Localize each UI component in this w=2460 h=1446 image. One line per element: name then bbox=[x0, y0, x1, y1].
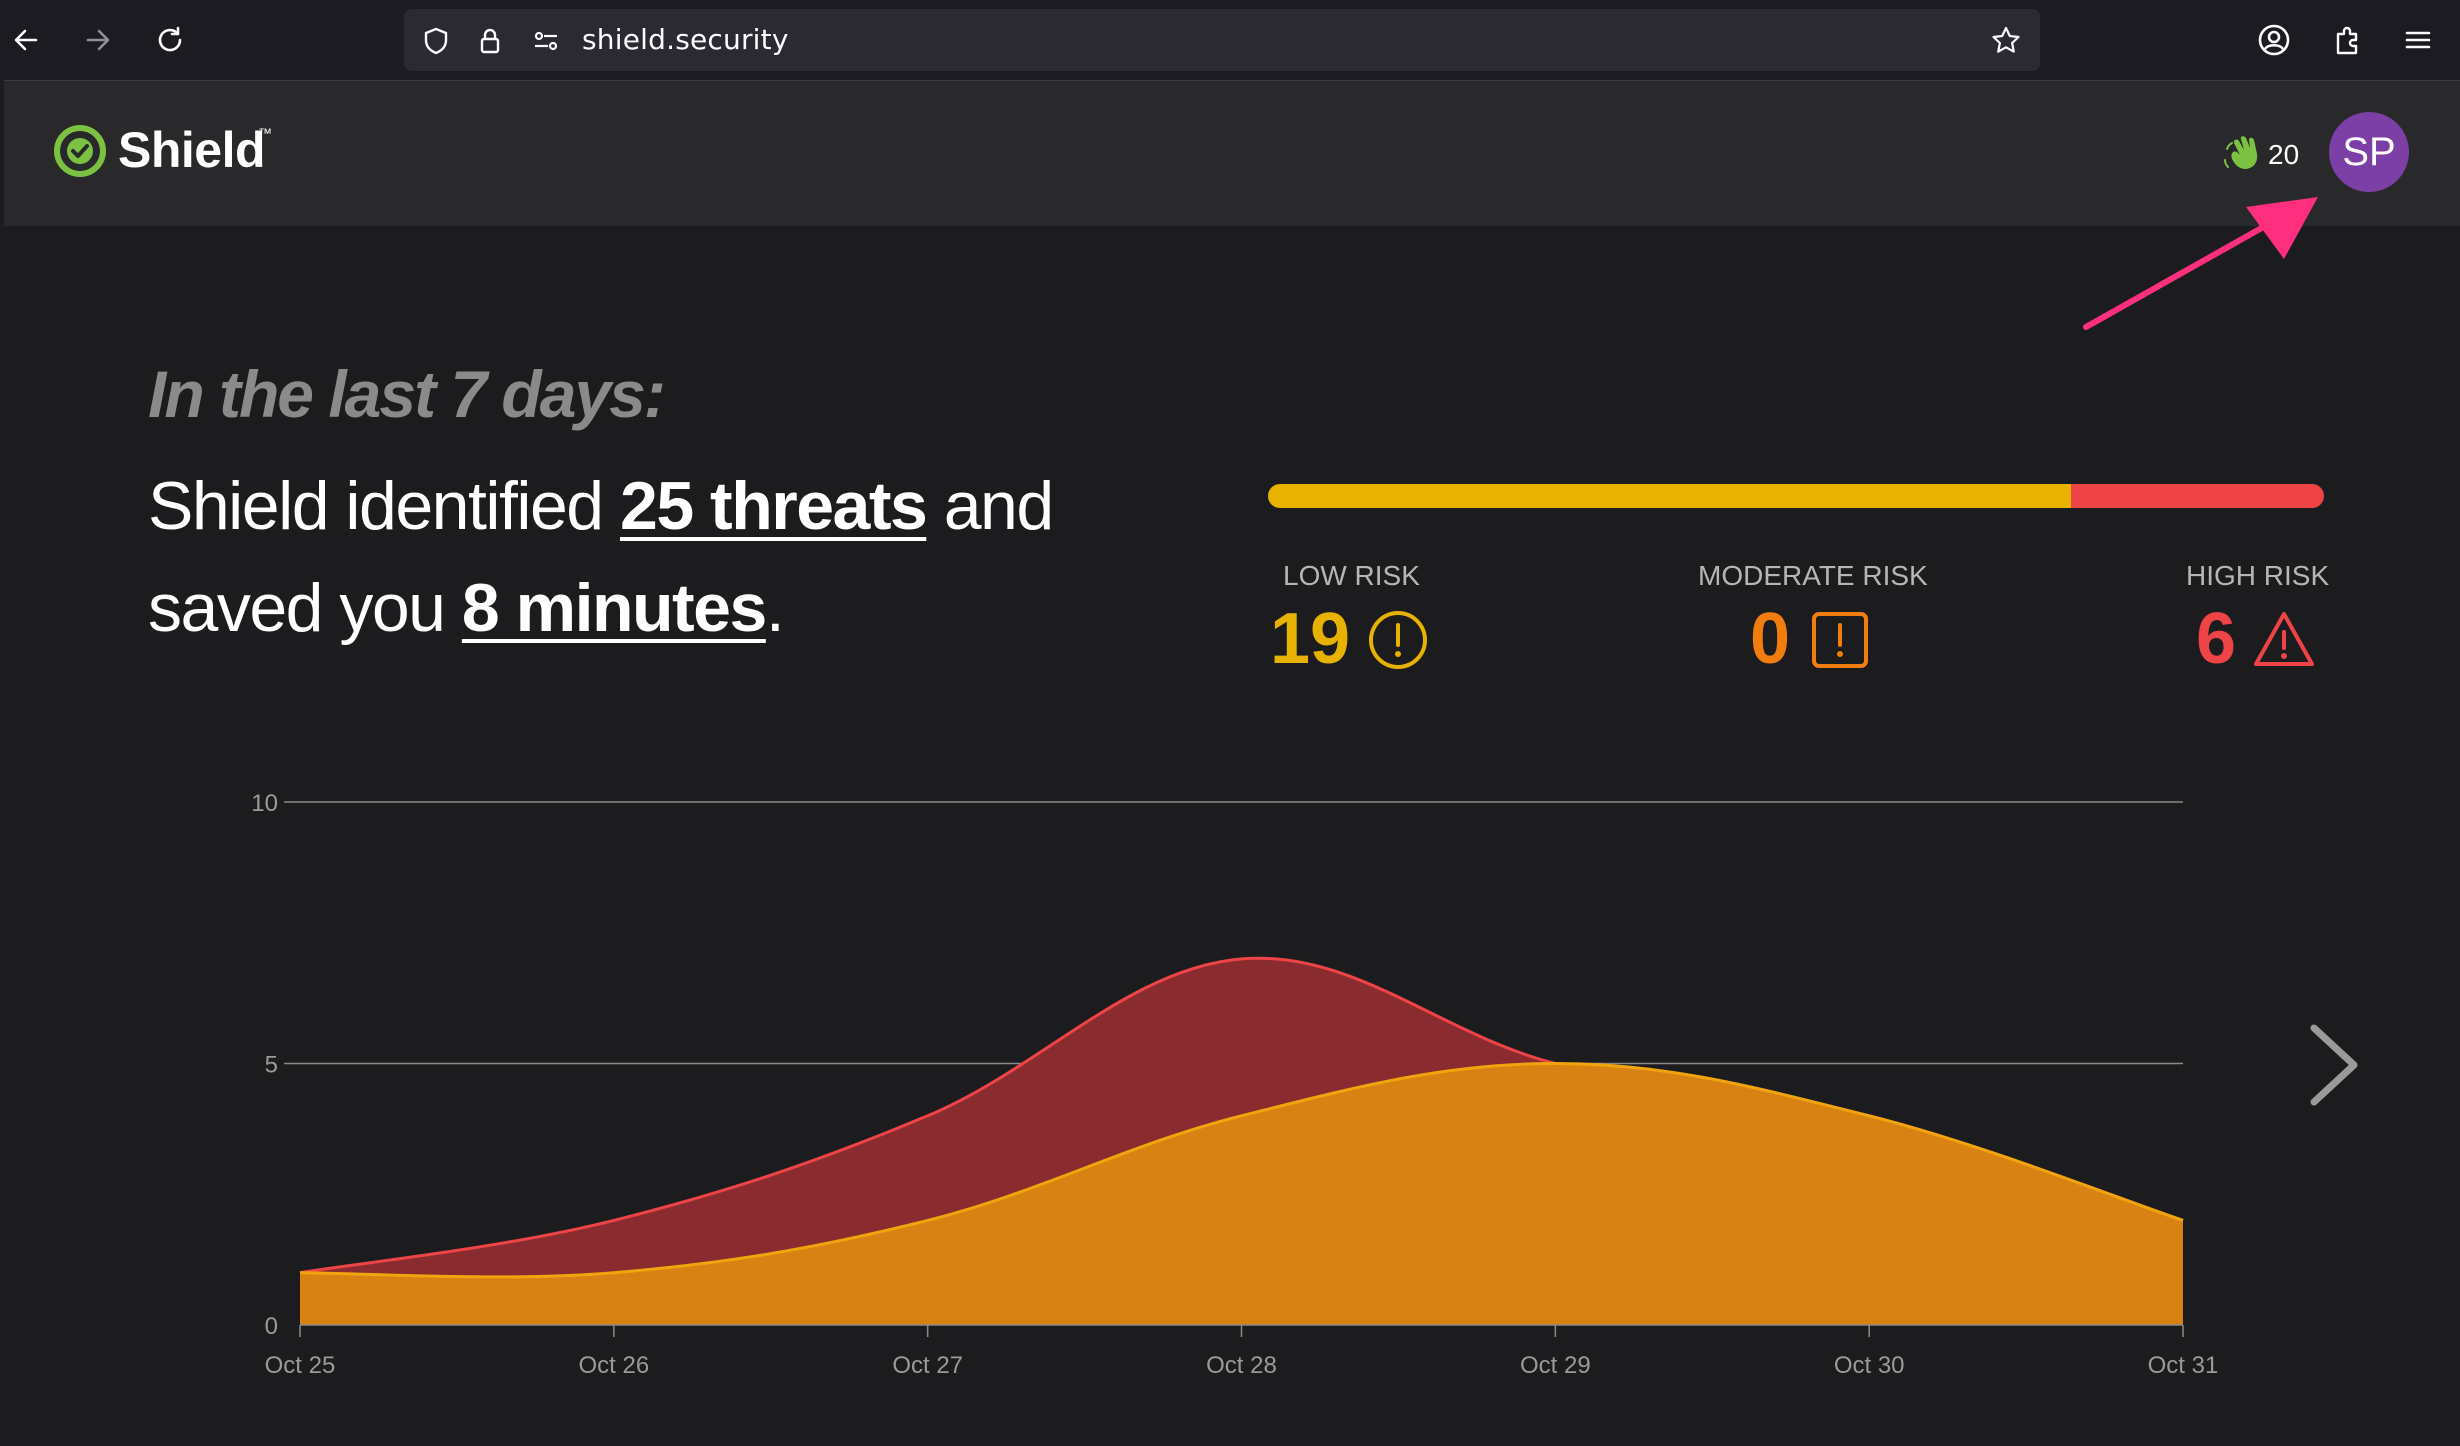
x-tick-label: Oct 25 bbox=[265, 1352, 336, 1379]
y-tick-label: 5 bbox=[265, 1052, 278, 1079]
x-tick-label: Oct 27 bbox=[892, 1352, 963, 1379]
menu-icon[interactable] bbox=[2398, 20, 2438, 60]
alert-square-icon bbox=[1812, 612, 1868, 668]
summary-line2-prefix: saved you bbox=[148, 570, 462, 646]
user-avatar[interactable]: SP bbox=[2329, 112, 2409, 192]
risk-segment-low bbox=[1268, 484, 2071, 508]
back-icon[interactable] bbox=[4, 18, 48, 62]
chevron-right-icon[interactable] bbox=[2300, 1020, 2370, 1110]
shield-icon[interactable] bbox=[420, 25, 452, 57]
url-text[interactable]: shield.security bbox=[582, 23, 789, 56]
callout-arrow-icon bbox=[2083, 197, 2318, 330]
moderate-risk-label: MODERATE RISK bbox=[1698, 560, 1928, 591]
extensions-icon[interactable] bbox=[2328, 20, 2368, 60]
reload-icon[interactable] bbox=[148, 18, 192, 62]
x-tick-label: Oct 29 bbox=[1520, 1352, 1591, 1379]
period-heading: In the last 7 days: bbox=[148, 357, 666, 431]
risk-distribution-bar bbox=[1268, 484, 2324, 508]
account-icon[interactable] bbox=[2254, 20, 2294, 60]
bookmark-star-icon[interactable] bbox=[1990, 25, 2022, 57]
warning-triangle-icon bbox=[2254, 612, 2314, 666]
summary-text: Shield identified 25 threats and saved y… bbox=[148, 455, 1148, 659]
browser-toolbar: shield.security bbox=[0, 0, 2460, 80]
x-tick-label: Oct 28 bbox=[1206, 1352, 1277, 1379]
low-risk-count: 19 bbox=[1270, 599, 1351, 679]
points-count[interactable]: 20 bbox=[2268, 139, 2300, 170]
summary-suffix: . bbox=[765, 570, 785, 646]
brand-name[interactable]: Shield bbox=[118, 122, 266, 178]
series-line-1 bbox=[299, 1061, 2184, 1279]
x-tick-label: Oct 30 bbox=[1834, 1352, 1905, 1379]
y-tick-label: 0 bbox=[265, 1313, 278, 1340]
shield-logo-icon[interactable] bbox=[52, 123, 108, 179]
summary-prefix: Shield identified bbox=[148, 468, 621, 544]
forward-icon[interactable] bbox=[76, 18, 120, 62]
risk-segment-high bbox=[2070, 484, 2324, 508]
lock-icon[interactable] bbox=[474, 25, 506, 57]
info-circle-icon bbox=[1369, 611, 1427, 669]
low-risk-label: LOW RISK bbox=[1283, 560, 1420, 591]
y-tick-label: 10 bbox=[251, 790, 278, 817]
threats-link[interactable]: 25 threats bbox=[620, 468, 928, 544]
waving-hand-icon[interactable] bbox=[2222, 129, 2272, 179]
trademark: ™ bbox=[258, 125, 272, 141]
high-risk-count: 6 bbox=[2196, 599, 2237, 679]
series-area-1 bbox=[300, 1063, 2183, 1325]
summary-mid: and bbox=[926, 468, 1054, 544]
moderate-risk-count: 0 bbox=[1750, 599, 1791, 679]
address-bar[interactable]: shield.security bbox=[404, 9, 2040, 71]
app-header: Shield ™ 20 bbox=[4, 80, 2460, 226]
x-tick-label: Oct 26 bbox=[578, 1352, 649, 1379]
threats-area-chart: 0 5 10 Oct 25 Oct 26 Oct 27 Oct 28 Oct 29 Oct 30… bbox=[251, 790, 2219, 1379]
high-risk-label: HIGH RISK bbox=[2186, 560, 2330, 591]
permissions-icon[interactable] bbox=[530, 25, 562, 57]
time-saved-link[interactable]: 8 minutes bbox=[461, 570, 767, 646]
x-tick-label: Oct 31 bbox=[2148, 1352, 2219, 1379]
